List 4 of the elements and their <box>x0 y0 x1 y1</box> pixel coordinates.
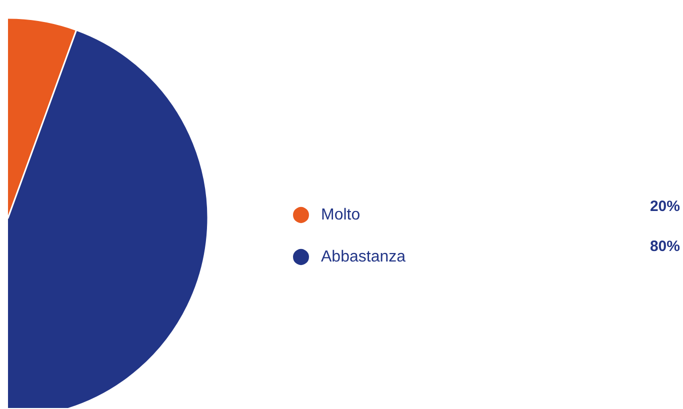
data-label: 20% <box>650 198 680 215</box>
legend-label: Molto <box>321 206 360 224</box>
legend-label: Abbastanza <box>321 248 406 266</box>
data-label: 80% <box>650 238 680 255</box>
